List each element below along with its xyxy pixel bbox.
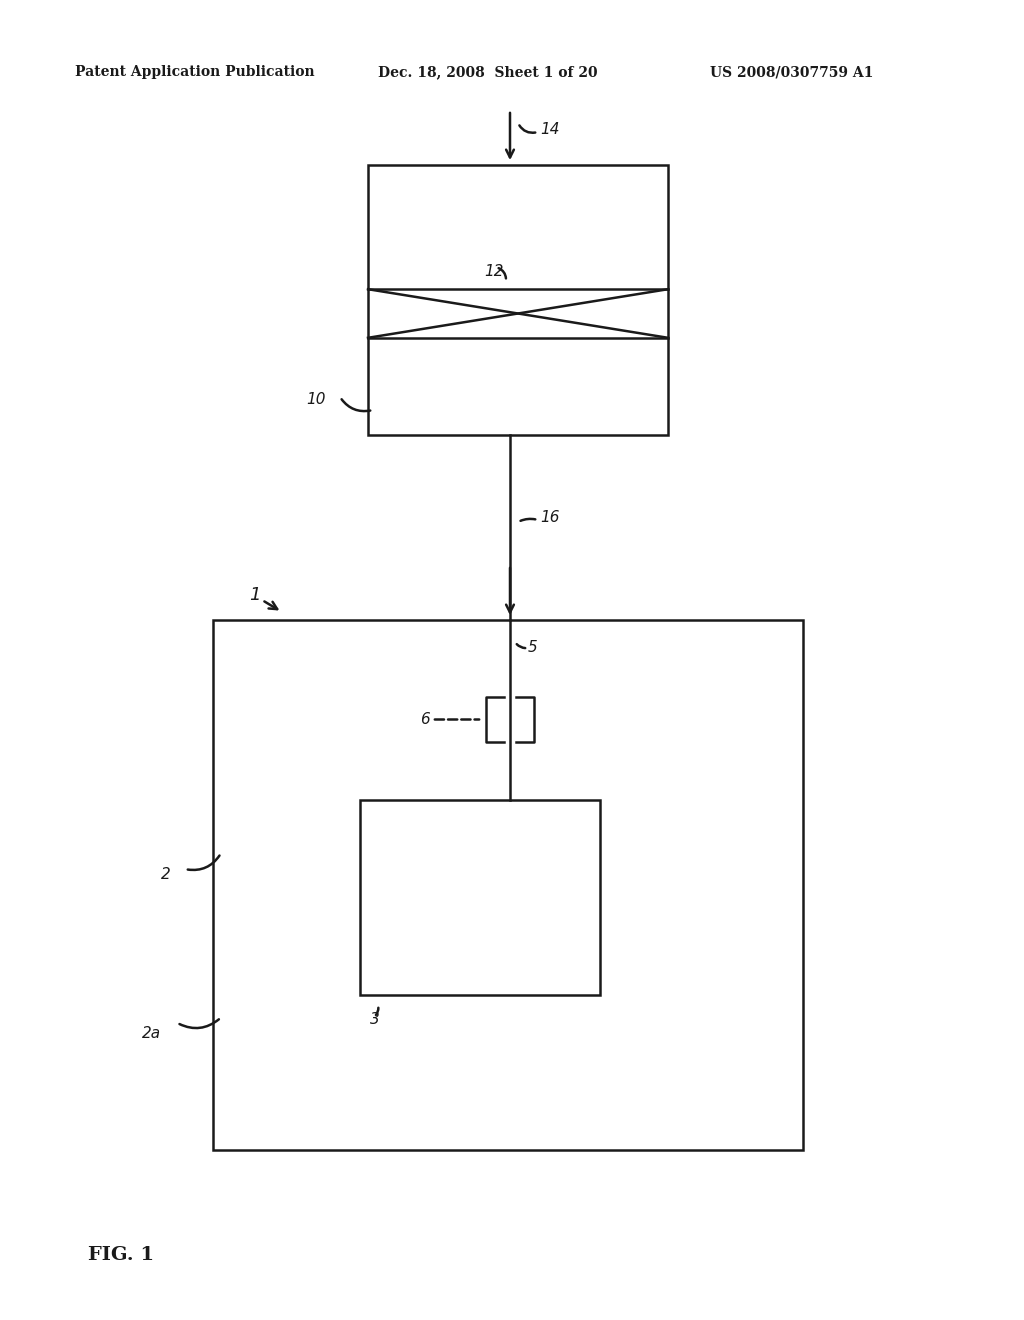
Text: 6: 6 [420,711,430,727]
Text: 2a: 2a [142,1026,161,1041]
Text: 14: 14 [540,123,559,137]
Text: Dec. 18, 2008  Sheet 1 of 20: Dec. 18, 2008 Sheet 1 of 20 [378,65,598,79]
Text: FIG. 1: FIG. 1 [88,1246,155,1265]
Text: Patent Application Publication: Patent Application Publication [75,65,314,79]
Text: 3: 3 [370,1012,380,1027]
Text: 5: 5 [528,640,538,656]
Text: 10: 10 [306,392,326,408]
Text: US 2008/0307759 A1: US 2008/0307759 A1 [710,65,873,79]
Text: 1: 1 [249,586,261,605]
Bar [213,620,803,1150]
Text: 12: 12 [484,264,504,279]
Text: 16: 16 [540,510,559,524]
Bar [360,800,600,995]
Text: 2: 2 [161,867,171,882]
Bar [368,165,668,436]
